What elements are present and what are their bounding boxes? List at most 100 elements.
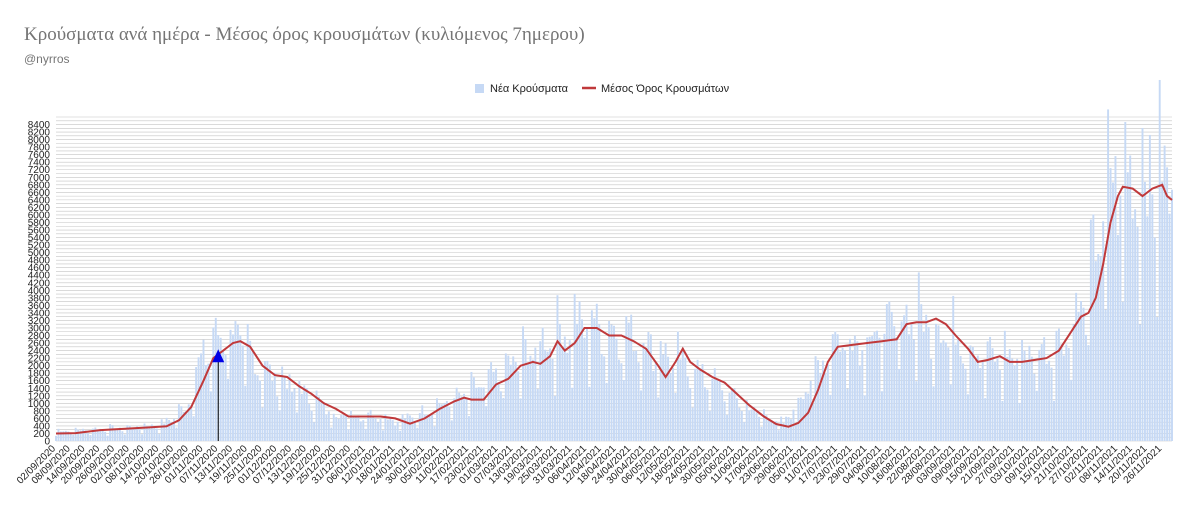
bar [593, 318, 596, 441]
bar [531, 359, 534, 441]
bar [131, 428, 134, 441]
bar [558, 323, 561, 441]
bar [153, 427, 156, 441]
bar [640, 390, 642, 441]
bar [1001, 400, 1004, 441]
bar [824, 372, 827, 441]
bar [448, 406, 451, 441]
bar [212, 327, 215, 441]
bar [524, 339, 527, 441]
bar [1126, 172, 1129, 441]
bar [637, 362, 640, 441]
bar [762, 409, 765, 441]
bar [527, 363, 529, 441]
bar [1040, 344, 1043, 441]
y-tick-label: 800 [33, 406, 50, 417]
bar [445, 401, 448, 441]
bar [942, 340, 945, 441]
y-tick-label: 2400 [28, 346, 51, 357]
bar [910, 322, 913, 441]
bar [620, 363, 623, 441]
bar [278, 410, 281, 441]
bar [672, 367, 674, 441]
bar [325, 414, 328, 441]
bar [1102, 221, 1105, 441]
annotation-triangle-icon [212, 349, 225, 363]
bar [1161, 181, 1164, 441]
y-tick-label: 2800 [28, 331, 51, 342]
bar [590, 310, 593, 441]
bar [160, 419, 163, 441]
bar [458, 392, 461, 441]
y-tick-label: 1400 [28, 384, 51, 395]
bar [352, 417, 355, 441]
y-tick-label: 2000 [28, 361, 51, 372]
bar [556, 295, 559, 441]
bar [163, 423, 166, 441]
bar [1148, 134, 1151, 441]
bar [679, 359, 682, 441]
bar [263, 360, 266, 441]
bar [608, 320, 611, 441]
bar [244, 385, 247, 441]
bar [1028, 345, 1031, 441]
bar [1021, 340, 1024, 441]
bar [964, 368, 967, 441]
bar [984, 398, 987, 441]
bar [423, 414, 426, 441]
y-tick-label: 1800 [28, 369, 51, 380]
bar [514, 361, 517, 441]
y-tick-label: 7600 [28, 150, 51, 161]
bar [598, 324, 601, 441]
bar [504, 353, 507, 441]
bar [222, 351, 225, 441]
bar [998, 370, 1001, 441]
bar [866, 337, 869, 441]
bar [829, 394, 832, 441]
bar [726, 414, 729, 441]
bar [817, 360, 819, 441]
bar [438, 402, 441, 441]
bar [1099, 256, 1102, 441]
bar [99, 428, 102, 441]
bar [551, 358, 554, 441]
bar [342, 414, 345, 441]
bar [1109, 168, 1112, 441]
bar [699, 368, 701, 441]
bar [249, 340, 252, 441]
bar [1151, 194, 1154, 441]
legend-swatch-new-cases [475, 84, 484, 93]
bar [386, 419, 389, 441]
bar [642, 342, 645, 441]
y-tick-label: 1200 [28, 391, 51, 402]
bar [94, 427, 97, 441]
bar [834, 331, 837, 441]
bar [170, 422, 173, 441]
bar [686, 376, 689, 441]
y-tick-label: 200 [33, 429, 50, 440]
bar [554, 395, 556, 441]
bar [794, 423, 797, 441]
bar [470, 371, 473, 441]
bar [733, 388, 736, 441]
bar [340, 414, 343, 441]
bar [357, 415, 360, 441]
bar [141, 434, 143, 441]
bar [969, 345, 972, 441]
bar [300, 393, 303, 441]
bar [846, 388, 849, 441]
bar [256, 375, 259, 441]
bar [996, 358, 999, 441]
bar [143, 423, 146, 441]
bar [1013, 365, 1016, 441]
bar [1077, 311, 1080, 441]
bar [204, 364, 207, 441]
y-tick-label: 1000 [28, 399, 51, 410]
bar [900, 321, 903, 441]
bar [303, 385, 306, 441]
bar [706, 389, 709, 441]
bar [713, 368, 716, 441]
bar [581, 319, 584, 441]
bar [1104, 309, 1107, 441]
bar [374, 418, 377, 441]
